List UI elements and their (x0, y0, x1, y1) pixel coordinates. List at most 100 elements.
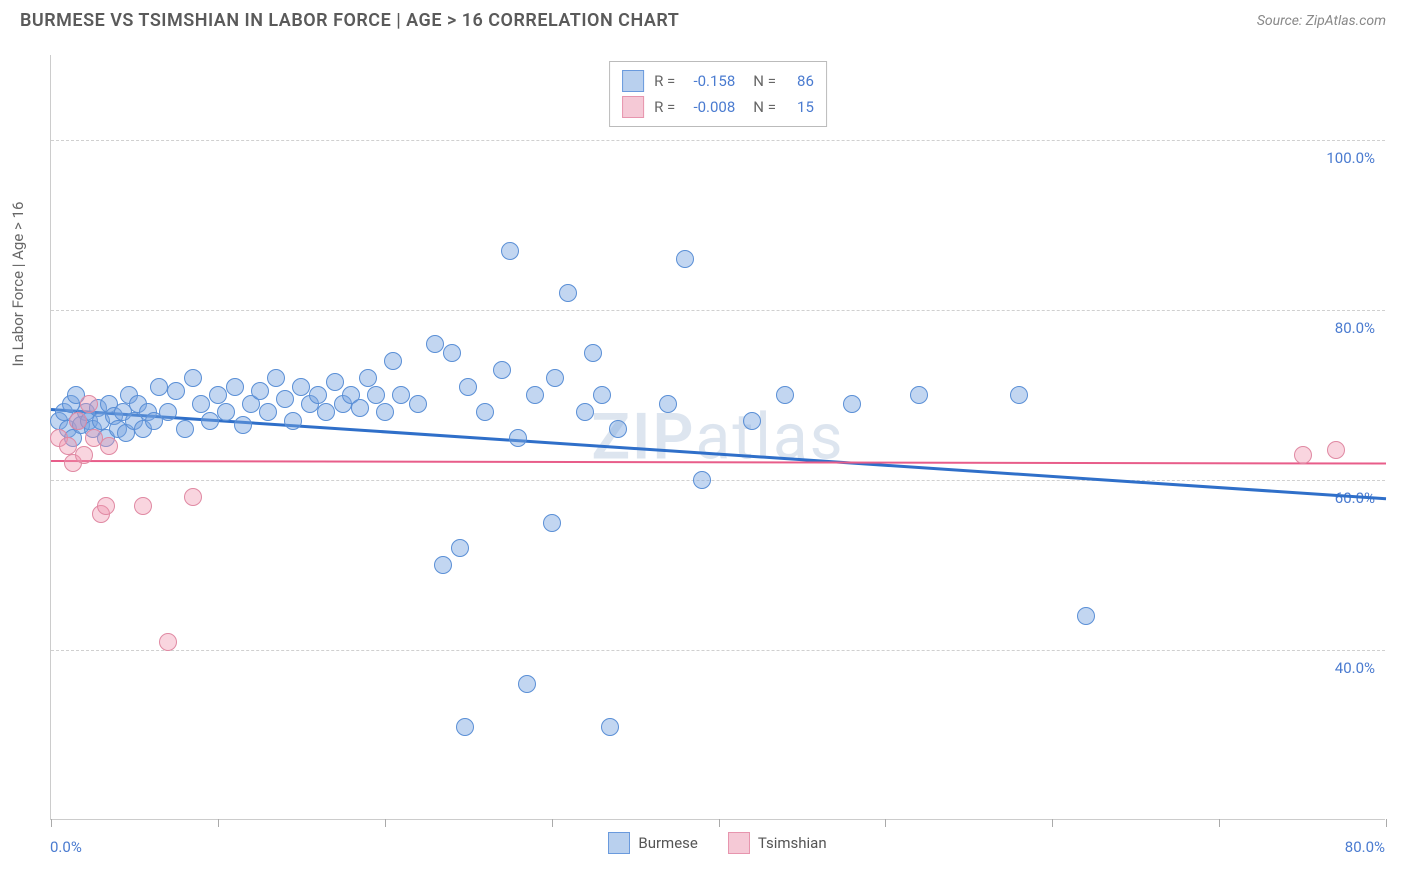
data-point-tsimshian (97, 497, 115, 515)
n-value: 86 (786, 72, 814, 90)
x-tick (552, 819, 553, 827)
data-point-burmese (317, 403, 335, 421)
data-point-burmese (456, 718, 474, 736)
data-point-burmese (501, 242, 519, 260)
data-point-burmese (176, 420, 194, 438)
x-tick (218, 819, 219, 827)
n-label: N = (753, 98, 776, 116)
data-point-burmese (1077, 607, 1095, 625)
data-point-burmese (284, 412, 302, 430)
data-point-tsimshian (75, 446, 93, 464)
data-point-burmese (601, 718, 619, 736)
data-point-burmese (659, 395, 677, 413)
data-point-burmese (459, 378, 477, 396)
r-value: -0.008 (685, 98, 735, 116)
data-point-burmese (159, 403, 177, 421)
data-point-burmese (576, 403, 594, 421)
gridline (51, 650, 1385, 651)
x-tick (51, 819, 52, 827)
data-point-burmese (309, 386, 327, 404)
data-point-burmese (509, 429, 527, 447)
y-axis-title: In Labor Force | Age > 16 (9, 202, 27, 367)
data-point-burmese (367, 386, 385, 404)
chart-plot-area: ZIPatlas R =-0.158N =86R =-0.008N =15 40… (50, 55, 1385, 820)
data-point-tsimshian (69, 412, 87, 430)
x-tick (719, 819, 720, 827)
r-value: -0.158 (685, 72, 735, 90)
data-point-burmese (209, 386, 227, 404)
data-point-burmese (326, 373, 344, 391)
y-tick-label: 80.0% (1335, 319, 1375, 337)
r-label: R = (654, 72, 675, 90)
x-tick (385, 819, 386, 827)
gridline (51, 480, 1385, 481)
y-tick-label: 100.0% (1326, 149, 1375, 167)
data-point-burmese (526, 386, 544, 404)
n-label: N = (753, 72, 776, 90)
source-attribution: Source: ZipAtlas.com (1257, 13, 1386, 29)
data-point-burmese (251, 382, 269, 400)
data-point-burmese (234, 416, 252, 434)
data-point-burmese (593, 386, 611, 404)
data-point-burmese (776, 386, 794, 404)
data-point-tsimshian (1327, 441, 1345, 459)
data-point-burmese (584, 344, 602, 362)
x-tick (885, 819, 886, 827)
data-point-burmese (351, 399, 369, 417)
data-point-burmese (434, 556, 452, 574)
r-label: R = (654, 98, 675, 116)
correlation-legend-box: R = -0.158 N = 86 R = -0.008 N = 15 (609, 61, 827, 127)
data-point-burmese (267, 369, 285, 387)
data-point-burmese (443, 344, 461, 362)
legend-row-burmese: R = -0.158 N = 86 (622, 68, 814, 94)
data-point-burmese (493, 361, 511, 379)
data-point-burmese (1010, 386, 1028, 404)
data-point-tsimshian (134, 497, 152, 515)
data-point-burmese (559, 284, 577, 302)
data-point-tsimshian (159, 633, 177, 651)
data-point-tsimshian (184, 488, 202, 506)
gridline (51, 140, 1385, 141)
data-point-burmese (384, 352, 402, 370)
legend-swatch (622, 70, 644, 92)
data-point-tsimshian (100, 437, 118, 455)
data-point-burmese (843, 395, 861, 413)
data-point-burmese (392, 386, 410, 404)
data-point-burmese (259, 403, 277, 421)
data-point-burmese (292, 378, 310, 396)
x-tick (1219, 819, 1220, 827)
data-point-burmese (518, 675, 536, 693)
x-tick (1386, 819, 1387, 827)
data-point-burmese (476, 403, 494, 421)
data-point-burmese (693, 471, 711, 489)
data-point-burmese (359, 369, 377, 387)
data-point-burmese (192, 395, 210, 413)
data-point-tsimshian (59, 437, 77, 455)
gridline (51, 310, 1385, 311)
x-tick (1052, 819, 1053, 827)
data-point-burmese (910, 386, 928, 404)
data-point-burmese (543, 514, 561, 532)
data-point-burmese (376, 403, 394, 421)
y-tick-label: 40.0% (1335, 659, 1375, 677)
data-point-burmese (217, 403, 235, 421)
data-point-burmese (451, 539, 469, 557)
data-point-burmese (609, 420, 627, 438)
data-point-tsimshian (80, 395, 98, 413)
data-point-burmese (743, 412, 761, 430)
data-point-burmese (676, 250, 694, 268)
legend-row-tsimshian: R = -0.008 N = 15 (622, 94, 814, 120)
chart-title: BURMESE VS TSIMSHIAN IN LABOR FORCE | AG… (20, 10, 679, 31)
x-tick-label: 0.0% (50, 838, 82, 856)
data-point-burmese (201, 412, 219, 430)
data-point-tsimshian (1294, 446, 1312, 464)
data-point-burmese (409, 395, 427, 413)
x-axis-labels: 0.0% 80.0% (50, 838, 1385, 862)
data-point-burmese (167, 382, 185, 400)
x-tick-label: 80.0% (1345, 838, 1385, 856)
n-value: 15 (786, 98, 814, 116)
data-point-burmese (546, 369, 564, 387)
data-point-burmese (226, 378, 244, 396)
data-point-burmese (150, 378, 168, 396)
trend-line-tsimshian (51, 460, 1386, 465)
